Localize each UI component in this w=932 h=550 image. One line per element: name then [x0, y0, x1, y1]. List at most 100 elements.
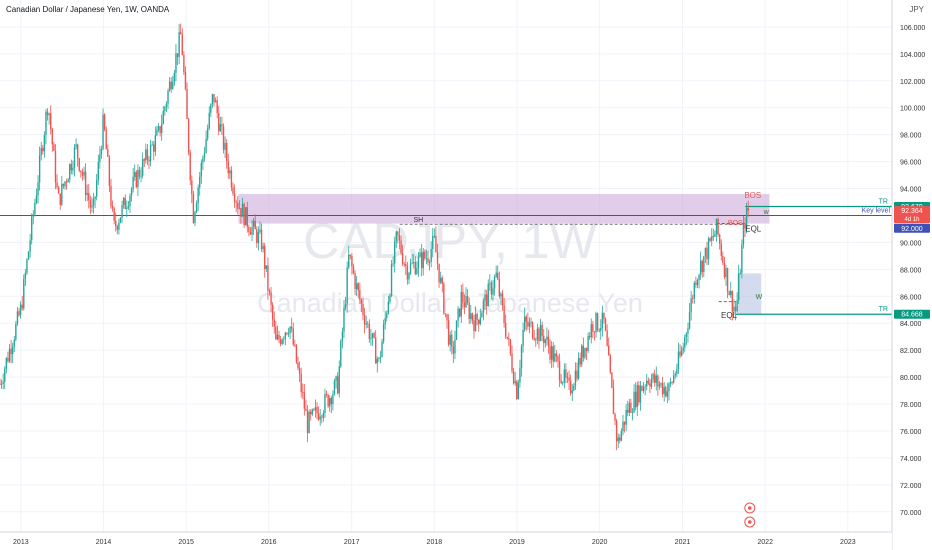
current-price-tag-label: 92.364 [901, 208, 923, 215]
candle-body [627, 409, 629, 413]
candle-body [143, 159, 145, 161]
candle-body [165, 103, 168, 108]
candle-body [286, 332, 288, 334]
candle-body [341, 331, 344, 341]
candle-body [600, 328, 602, 331]
candle-body [707, 238, 710, 260]
candle-body [311, 409, 313, 415]
candle-body [186, 89, 188, 119]
candle-body [384, 317, 386, 325]
candle-body [57, 187, 60, 194]
candle-body [503, 305, 505, 324]
candle-body [680, 350, 683, 356]
candle-body [427, 258, 429, 263]
candle-body [379, 356, 382, 359]
x-tick-label: 2016 [261, 539, 277, 546]
candle-body [256, 229, 258, 244]
candle-body [471, 313, 474, 321]
candle-body [107, 149, 109, 157]
candle-body [183, 54, 185, 73]
tr-low-price-tag [894, 309, 930, 319]
candle-body [46, 111, 49, 116]
candle-body [271, 304, 274, 320]
candle-body [506, 336, 508, 339]
candle-body [257, 231, 260, 244]
candle-body [425, 258, 428, 259]
candle-body [581, 345, 583, 365]
x-tick-label: 2022 [757, 539, 773, 546]
candle-body [549, 346, 551, 360]
candle-body [354, 273, 356, 290]
candle-body [582, 345, 585, 358]
candle-body [283, 338, 285, 340]
candle-body [225, 142, 228, 162]
candle-body [208, 112, 210, 129]
candle-body [552, 346, 554, 362]
candle-body [116, 226, 119, 230]
candle-body [617, 437, 619, 442]
candle-body [178, 32, 180, 58]
candle-body [517, 382, 520, 400]
candle-body [731, 291, 734, 312]
candle-body [191, 180, 193, 195]
candle-body [573, 385, 575, 391]
candle-body [479, 317, 482, 325]
candle-body [522, 329, 524, 347]
candle-body [314, 407, 317, 411]
candle-body [203, 152, 206, 158]
candle-body [698, 274, 700, 280]
candle-body [612, 387, 615, 415]
candle-body [666, 391, 669, 397]
candle-body [160, 123, 163, 134]
candle-body [175, 53, 177, 73]
candle-body [213, 94, 215, 103]
candle-body [81, 172, 84, 176]
candle-body [563, 369, 566, 383]
candle-body [113, 208, 115, 221]
candle-body [466, 296, 469, 303]
candle-body [248, 226, 250, 232]
candle-body [357, 283, 359, 291]
candle-body [525, 316, 527, 322]
candle-body [363, 315, 366, 325]
candle-body [419, 252, 421, 257]
candle-body [406, 265, 409, 280]
candle-body [168, 81, 171, 91]
candle-body [122, 197, 125, 205]
candle-body [718, 234, 721, 244]
candle-body [603, 312, 605, 320]
candle-body [539, 324, 542, 342]
candle-body [278, 334, 280, 340]
candle-body [149, 144, 152, 162]
candle-body [555, 353, 558, 357]
candle-body [34, 202, 36, 215]
candle-body [335, 376, 337, 381]
candle-body [329, 397, 331, 407]
candle-body [433, 235, 436, 237]
candle-body [514, 381, 516, 384]
candle-body [674, 374, 676, 376]
candle-body [711, 236, 713, 241]
candle-body [362, 303, 364, 316]
candle-body [270, 292, 272, 305]
candle-body [550, 346, 553, 360]
candle-body [620, 431, 623, 441]
w-small-label: w [763, 209, 770, 216]
candle-body [455, 320, 458, 340]
candle-body [289, 326, 291, 334]
candle-body [647, 380, 650, 384]
y-tick-label: 90.000 [900, 240, 922, 247]
candle-body [110, 185, 112, 206]
candle-body [390, 264, 393, 296]
candle-body [16, 311, 19, 324]
candle-body [508, 338, 510, 340]
candle-body [730, 291, 732, 295]
candle-body [276, 334, 279, 340]
candle-body [298, 368, 301, 374]
candle-body [146, 149, 149, 160]
candle-body [441, 277, 443, 284]
candle-body [306, 410, 309, 433]
candle-body [663, 387, 665, 395]
candle-body [378, 358, 380, 359]
